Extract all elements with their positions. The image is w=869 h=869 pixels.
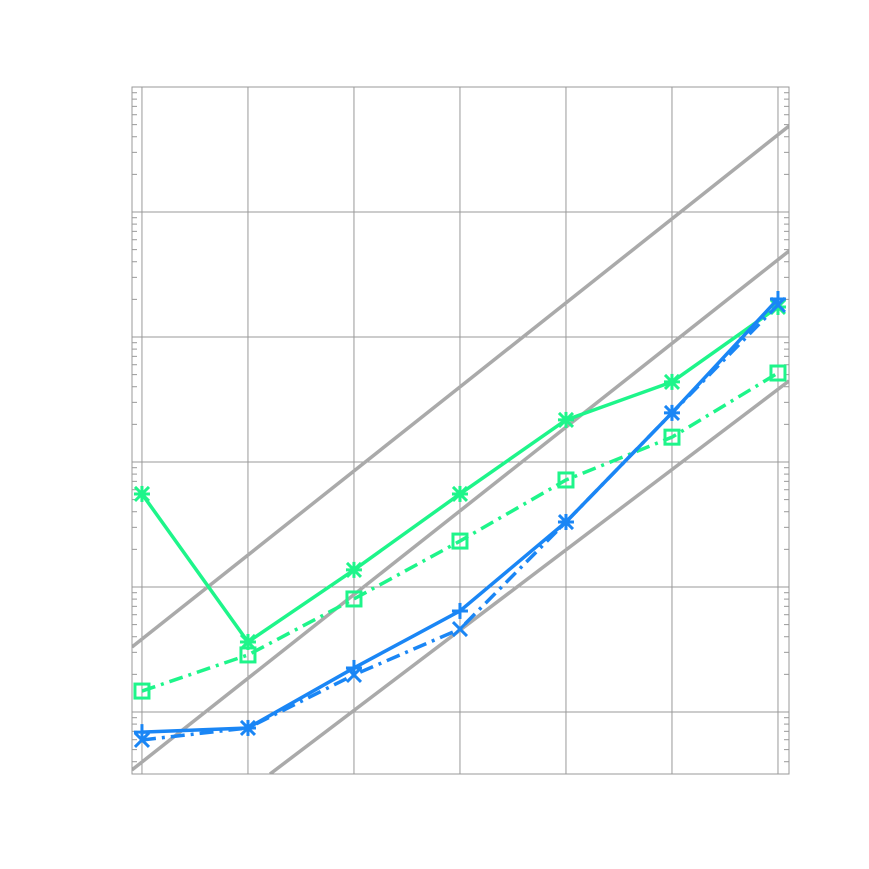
- data-point: [451, 485, 469, 503]
- data-point: [345, 561, 363, 578]
- reference-line: [268, 379, 789, 774]
- marker-stroke: [451, 620, 469, 638]
- grid: [132, 86, 789, 774]
- data-point: [557, 513, 575, 531]
- marker-stroke: [557, 411, 575, 428]
- data-point: [239, 646, 257, 664]
- marker-stroke: [345, 666, 363, 683]
- data-point: [451, 602, 468, 619]
- data-point: [345, 666, 363, 683]
- reference-line: [132, 124, 789, 649]
- data-point: [451, 532, 469, 550]
- data-point: [239, 719, 257, 737]
- data-point: [769, 364, 787, 382]
- series-group: [133, 290, 787, 749]
- marker-stroke: [769, 296, 787, 314]
- marker-stroke: [133, 731, 151, 749]
- data-point: [769, 296, 787, 314]
- series-line: [141, 371, 779, 693]
- square-marker: [345, 590, 363, 608]
- data-point: [663, 428, 681, 446]
- marker-stroke: [557, 513, 575, 531]
- square-marker: [451, 532, 469, 550]
- reference-lines: [132, 124, 789, 774]
- reference-line: [132, 249, 789, 772]
- data-point: [133, 731, 151, 749]
- marker-stroke: [239, 719, 257, 737]
- data-point: [663, 373, 681, 390]
- data-point: [133, 724, 150, 741]
- square-marker: [239, 646, 257, 664]
- marker-stroke: [345, 561, 363, 578]
- plot-frame: [131, 86, 790, 775]
- marker-stroke: [663, 404, 681, 421]
- data-point: [133, 485, 151, 503]
- square-marker: [663, 428, 681, 446]
- marker-stroke: [663, 373, 681, 390]
- data-point: [663, 404, 681, 421]
- marker-stroke: [133, 485, 151, 503]
- square-marker: [557, 471, 575, 489]
- series-2: [133, 364, 787, 700]
- data-point: [451, 620, 469, 638]
- data-point: [133, 682, 151, 700]
- series-4: [133, 296, 787, 749]
- square-marker: [133, 682, 151, 700]
- square-marker: [769, 364, 787, 382]
- data-point: [345, 590, 363, 608]
- marker-stroke: [451, 485, 469, 503]
- data-point: [557, 411, 575, 428]
- data-point: [557, 471, 575, 489]
